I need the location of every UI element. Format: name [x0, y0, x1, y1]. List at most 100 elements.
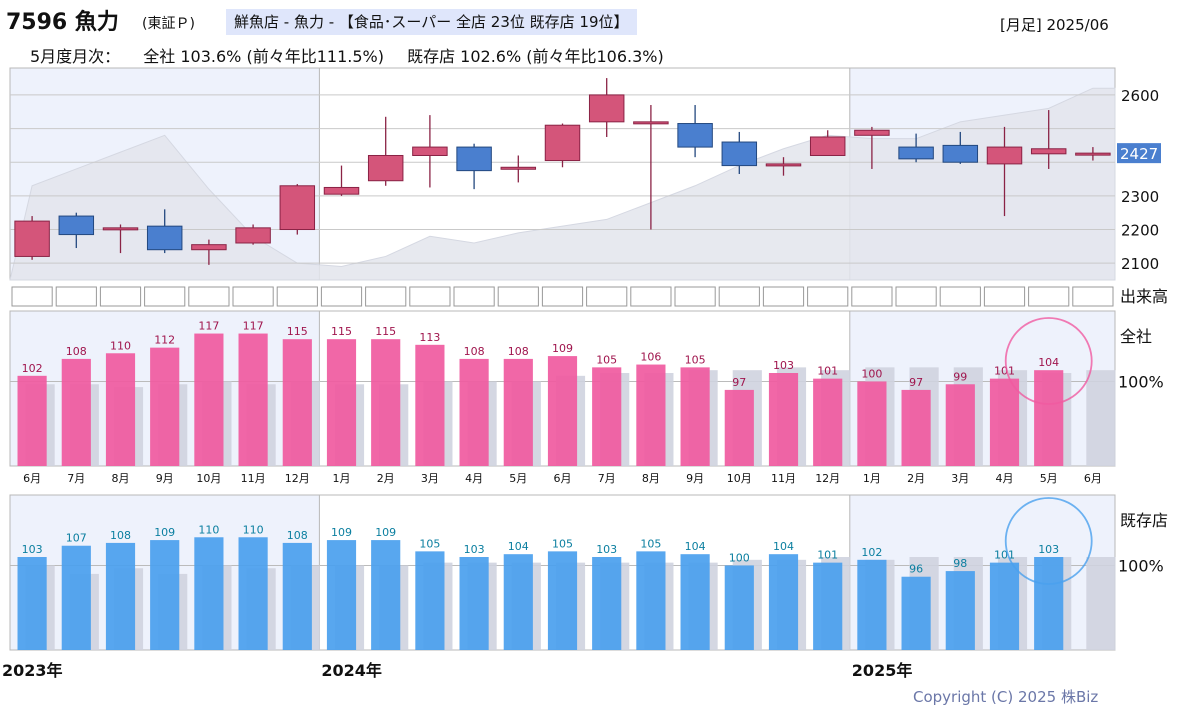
all-stores-bar — [282, 339, 312, 466]
volume-cell — [586, 286, 628, 307]
candle-body — [809, 136, 846, 156]
volume-cell — [55, 286, 97, 307]
month-label: 4月 — [465, 472, 483, 485]
volume-cell — [1028, 286, 1070, 307]
volume-cell — [409, 286, 451, 307]
volume-cell — [718, 286, 760, 307]
all-stores-bar — [680, 367, 710, 466]
existing-stores-value-label: 105 — [640, 537, 661, 550]
all-stores-value-label: 110 — [110, 339, 131, 352]
all-stores-value-label: 115 — [375, 325, 396, 338]
month-label: 12月 — [815, 472, 840, 485]
all-stores-value-label: 109 — [552, 342, 573, 355]
month-label: 5月 — [1040, 472, 1058, 485]
all-stores-value-label: 115 — [287, 325, 308, 338]
existing-stores-value-label: 104 — [508, 540, 529, 553]
month-label: 1月 — [863, 472, 881, 485]
existing-stores-bar — [371, 540, 401, 650]
candle-body — [986, 146, 1023, 165]
existing-stores-bar — [238, 537, 268, 650]
existing-stores-ref-label: 100% — [1118, 556, 1164, 575]
all-stores-value-label: 106 — [640, 351, 661, 364]
existing-stores-value-label: 103 — [464, 543, 485, 556]
existing-stores-bar — [105, 542, 136, 650]
all-stores-value-label: 117 — [243, 320, 264, 333]
all-stores-value-label: 103 — [773, 359, 794, 372]
existing-stores-bar — [989, 562, 1020, 650]
summary-existing-stores: 既存店 102.6% (前々年比106.3%) — [407, 47, 664, 66]
all-stores-bar — [415, 344, 445, 466]
volume-cell — [276, 286, 318, 307]
candle-body — [58, 215, 95, 236]
existing-stores-value-label: 104 — [685, 540, 706, 553]
all-stores-bar — [194, 333, 224, 466]
existing-stores-value-label: 101 — [994, 549, 1015, 562]
existing-stores-value-label: 102 — [861, 546, 882, 559]
volume-cell — [674, 286, 716, 307]
month-label: 11月 — [241, 472, 266, 485]
all-stores-bar — [503, 358, 533, 466]
existing-stores-value-label: 105 — [419, 537, 440, 550]
existing-stores-bar — [194, 537, 224, 650]
all-stores-value-label: 99 — [953, 370, 967, 383]
month-label: 9月 — [156, 472, 174, 485]
existing-stores-prev-bar — [1086, 557, 1116, 650]
all-stores-value-label: 102 — [22, 362, 43, 375]
price-tick-label: 2600 — [1121, 87, 1159, 105]
all-stores-value-label: 97 — [909, 376, 923, 389]
candle-body — [544, 124, 581, 162]
all-stores-value-label: 108 — [66, 345, 87, 358]
month-label: 5月 — [509, 472, 527, 485]
volume-cell — [807, 286, 849, 307]
all-stores-bar — [105, 353, 136, 466]
year-label: 2025年 — [852, 661, 913, 680]
all-stores-value-label: 101 — [994, 365, 1015, 378]
candle-body — [1030, 148, 1067, 155]
comparison-area — [9, 87, 1116, 281]
existing-stores-value-label: 105 — [552, 537, 573, 550]
month-label: 6月 — [554, 472, 572, 485]
candle-body — [412, 146, 448, 156]
month-label: 1月 — [333, 472, 351, 485]
month-label: 4月 — [996, 472, 1014, 485]
volume-cell — [453, 286, 495, 307]
existing-stores-bar — [503, 554, 533, 650]
month-label: 10月 — [196, 472, 221, 485]
existing-stores-bar — [680, 554, 710, 650]
existing-stores-value-label: 101 — [817, 549, 838, 562]
volume-cell — [188, 286, 230, 307]
all-stores-bar — [547, 356, 578, 466]
year-label: 2024年 — [321, 661, 382, 680]
month-label: 8月 — [112, 472, 130, 485]
candle-body — [279, 185, 316, 231]
all-stores-ref-label: 100% — [1118, 372, 1164, 391]
existing-stores-bar — [150, 540, 180, 650]
all-stores-bar — [636, 364, 666, 466]
month-label: 3月 — [951, 472, 969, 485]
month-label: 6月 — [23, 472, 41, 485]
all-stores-bar — [592, 367, 622, 466]
existing-stores-value-label: 109 — [154, 526, 175, 539]
volume-cell — [939, 286, 981, 307]
month-label: 12月 — [285, 472, 310, 485]
existing-stores-bar — [857, 559, 887, 650]
month-label: 6月 — [1084, 472, 1102, 485]
all-stores-bar — [371, 339, 401, 466]
monthly-summary: 5月度月次： 全社 103.6% (前々年比111.5%) 既存店 102.6%… — [30, 43, 682, 67]
volume-cell — [541, 286, 584, 307]
volume-cell — [144, 286, 186, 307]
all-stores-bar — [61, 358, 91, 466]
volume-cell — [11, 286, 53, 307]
period-label: [月足] 2025/06 — [1000, 16, 1109, 34]
volume-cell — [1072, 286, 1114, 307]
all-stores-bar — [238, 333, 268, 466]
volume-cell — [232, 286, 274, 307]
existing-stores-bar — [415, 551, 445, 650]
all-stores-bar — [150, 347, 180, 466]
all-stores-value-label: 104 — [1038, 356, 1059, 369]
candle-body — [14, 220, 50, 257]
existing-stores-value-label: 100 — [729, 551, 750, 564]
year-label: 2023年 — [2, 661, 63, 680]
all-stores-bar — [459, 358, 489, 466]
